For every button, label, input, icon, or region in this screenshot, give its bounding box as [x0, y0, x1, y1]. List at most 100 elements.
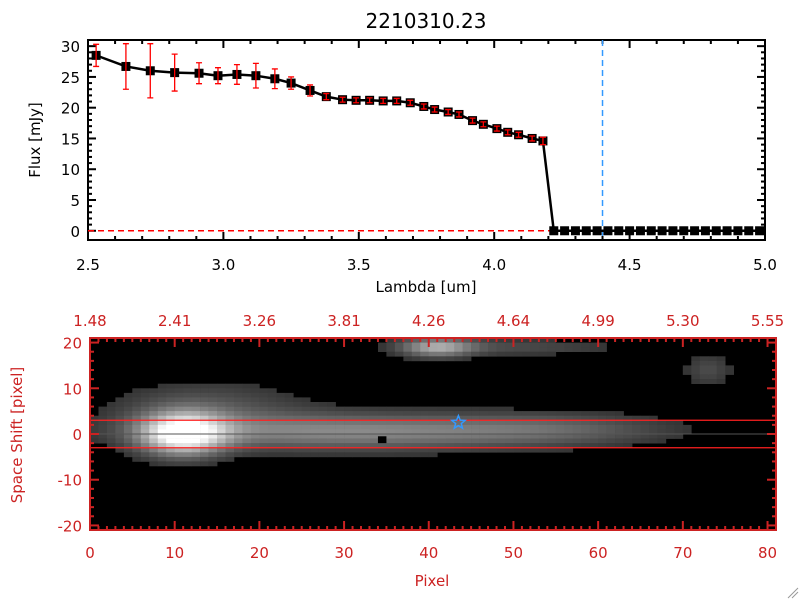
image-pixel	[623, 424, 633, 430]
image-pixel	[488, 342, 497, 348]
image-pixel	[403, 420, 413, 426]
image-pixel	[318, 429, 328, 435]
image-pixel	[538, 443, 548, 448]
image-pixel	[505, 447, 514, 453]
image-pixel	[276, 447, 286, 453]
image-pixel	[445, 406, 455, 412]
image-pixel	[132, 456, 142, 462]
image-pixel	[174, 461, 184, 467]
image-pixel	[479, 438, 489, 444]
image-pixel	[310, 452, 319, 458]
image-pixel	[454, 411, 463, 416]
image-pixel	[547, 443, 557, 448]
image-pixel	[665, 424, 675, 430]
image-pixel	[420, 338, 430, 343]
image-pixel	[301, 402, 311, 407]
image-pixel	[293, 411, 303, 416]
error-bar	[196, 62, 203, 85]
image-pixel	[242, 452, 252, 458]
image-pixel	[386, 347, 396, 352]
image-pixel	[318, 452, 328, 458]
image-pixel	[454, 338, 463, 343]
image-pixel	[208, 402, 218, 407]
image-pixel	[352, 447, 362, 453]
image-pixel	[310, 429, 319, 435]
error-bar	[469, 117, 476, 124]
image-pixel	[496, 351, 506, 357]
image-pixel	[581, 411, 590, 416]
image-pixel	[505, 342, 514, 348]
image-pixel	[174, 447, 184, 453]
image-pixel	[699, 370, 709, 375]
data-point	[603, 226, 613, 236]
image-pixel	[327, 434, 336, 439]
image-pixel	[115, 406, 125, 412]
image-pixel	[471, 351, 480, 357]
y-tick-label: 5	[70, 192, 80, 210]
image-pixel	[403, 342, 413, 348]
x-tick-label: 20	[250, 544, 269, 562]
image-pixel	[538, 447, 548, 453]
image-pixel	[462, 429, 472, 435]
image-pixel	[191, 429, 201, 435]
image-pixel	[445, 347, 455, 352]
image-pixel	[369, 411, 379, 416]
image-pixel	[555, 443, 565, 448]
image-pixel	[90, 434, 99, 439]
bottom-y-axis-label: Space Shift [pixel]	[8, 367, 26, 504]
image-pixel	[691, 374, 701, 380]
image-pixel	[530, 443, 540, 448]
image-pixel	[454, 420, 463, 426]
spectrum-image-plot: 0 10 20 30 40 50 60 70 80 1.48 2.41 3.26 3.81 4.26 4.6…	[58, 312, 785, 562]
error-bar	[288, 76, 295, 90]
image-pixel	[276, 424, 286, 430]
image-pixel	[496, 447, 506, 453]
image-pixel	[598, 424, 607, 430]
image-pixel	[369, 406, 379, 412]
image-pixel	[132, 443, 142, 448]
image-pixel	[394, 434, 404, 439]
image-pixel	[691, 356, 701, 362]
image-pixel	[513, 438, 523, 444]
image-pixel	[361, 424, 370, 430]
image-pixel	[682, 370, 692, 375]
image-pixel	[318, 447, 328, 453]
image-pixel	[462, 347, 472, 352]
image-pixel	[106, 402, 116, 407]
image-pixel	[200, 411, 209, 416]
image-pixel	[403, 434, 413, 439]
image-pixel	[157, 402, 167, 407]
image-pixel	[191, 456, 201, 462]
image-pixel	[428, 424, 438, 430]
image-pixel	[318, 406, 328, 412]
x-tick-label: 3.5	[347, 256, 371, 274]
image-pixel	[589, 434, 599, 439]
image-pixel	[310, 447, 319, 453]
image-pixel	[361, 411, 370, 416]
image-pixel	[208, 447, 218, 453]
image-pixel	[225, 402, 235, 407]
image-pixel	[200, 456, 209, 462]
image-pixel	[471, 406, 480, 412]
image-pixel	[538, 342, 548, 348]
image-pixel	[572, 347, 582, 352]
image-pixel	[462, 420, 472, 426]
image-pixel	[505, 429, 514, 435]
data-point	[592, 226, 602, 236]
image-pixel	[581, 429, 590, 435]
image-pixel	[403, 411, 413, 416]
image-pixel	[157, 443, 167, 448]
image-pixel	[589, 420, 599, 426]
image-pixel	[437, 420, 446, 426]
image-pixel	[250, 383, 260, 389]
image-pixel	[479, 347, 489, 352]
image-pixel	[259, 434, 269, 439]
image-pixel	[632, 434, 641, 439]
image-pixel	[403, 443, 413, 448]
image-pixel	[106, 424, 116, 430]
image-pixel	[267, 429, 277, 435]
y-tick-label: 15	[61, 130, 80, 148]
resize-grip-icon[interactable]	[787, 587, 799, 599]
image-pixel	[538, 351, 548, 357]
image-pixel	[708, 370, 717, 375]
